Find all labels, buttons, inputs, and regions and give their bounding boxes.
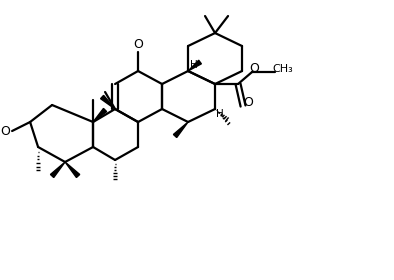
Polygon shape: [100, 95, 115, 109]
Polygon shape: [93, 108, 107, 122]
Text: H: H: [190, 60, 198, 70]
Text: O: O: [249, 62, 259, 74]
Text: O: O: [0, 125, 10, 137]
Text: O: O: [243, 95, 253, 109]
Text: H: H: [216, 109, 224, 119]
Polygon shape: [188, 60, 201, 71]
Polygon shape: [50, 162, 65, 178]
Text: CH₃: CH₃: [273, 64, 294, 74]
Polygon shape: [65, 162, 80, 178]
Polygon shape: [173, 122, 188, 137]
Text: O: O: [133, 38, 143, 50]
